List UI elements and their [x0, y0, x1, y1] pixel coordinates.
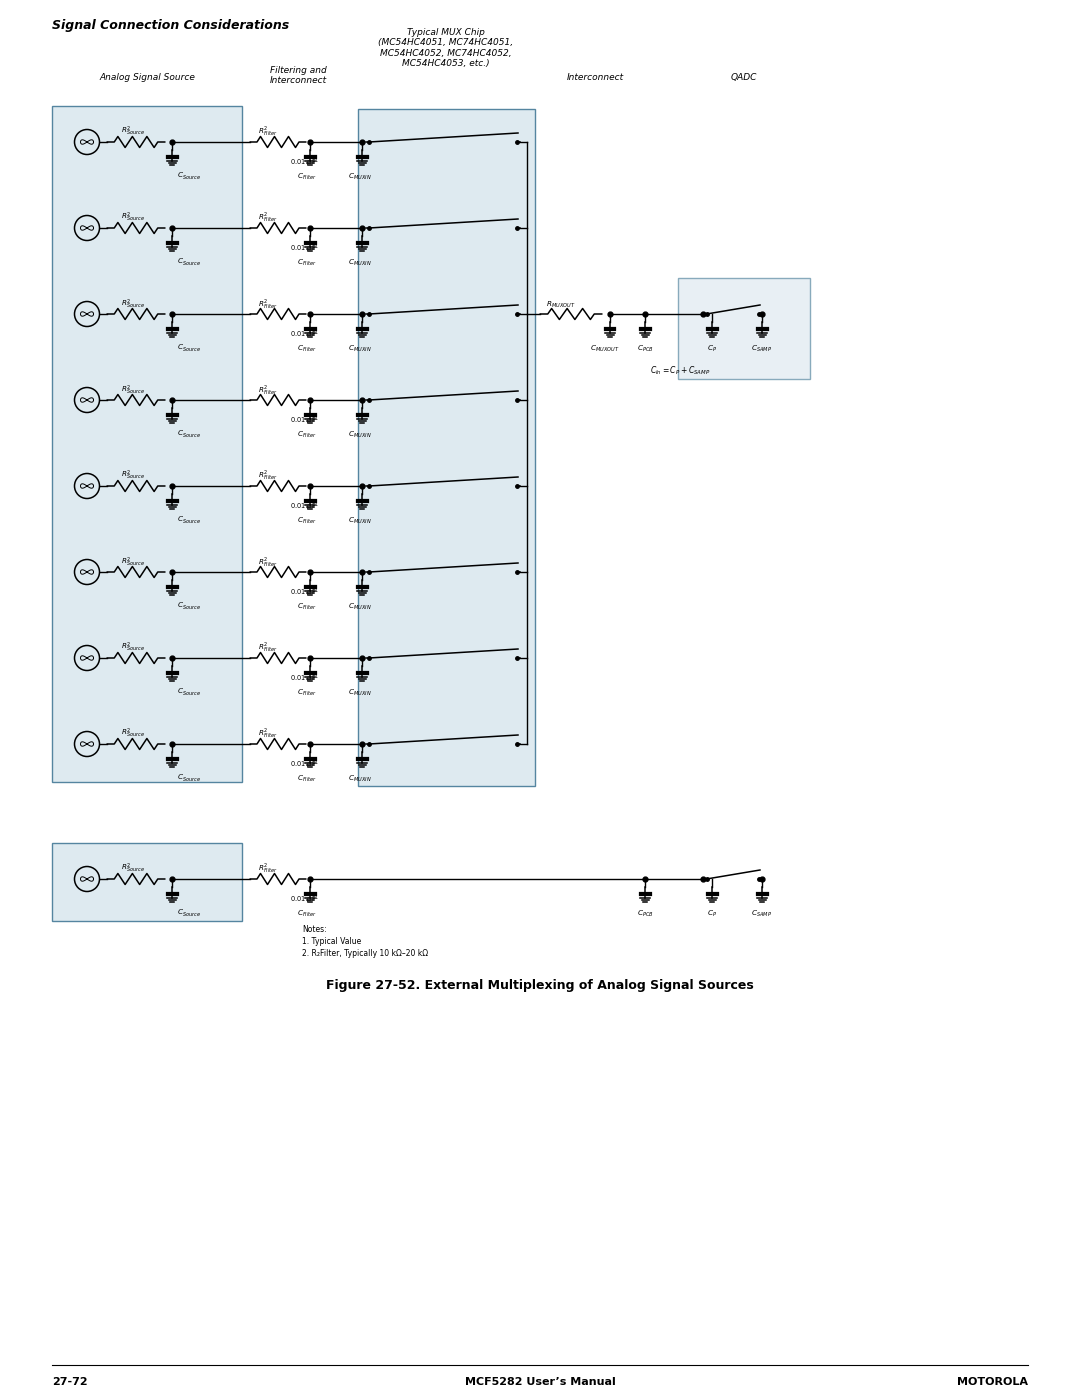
Text: $R_{Filter}^2$: $R_{Filter}^2$ [258, 124, 279, 138]
Text: $C_{In} = C_P + C_{SAMP}$: $C_{In} = C_P + C_{SAMP}$ [650, 365, 711, 377]
Text: $R_{Filter}^2$: $R_{Filter}^2$ [258, 298, 279, 310]
Text: Figure 27-52. External Multiplexing of Analog Signal Sources: Figure 27-52. External Multiplexing of A… [326, 979, 754, 992]
FancyBboxPatch shape [52, 842, 242, 921]
Text: MCF5282 User’s Manual: MCF5282 User’s Manual [464, 1377, 616, 1387]
Text: 2. R₂Filter, Typically 10 kΩ–20 kΩ: 2. R₂Filter, Typically 10 kΩ–20 kΩ [302, 949, 428, 958]
Text: $C_{Source}^{\,}$: $C_{Source}^{\,}$ [177, 427, 201, 439]
Text: $R_{Source}^2$: $R_{Source}^2$ [121, 298, 146, 310]
Text: $R_{Source}^2$: $R_{Source}^2$ [121, 126, 146, 138]
Text: $R_{Filter}^2$: $R_{Filter}^2$ [258, 383, 279, 397]
Text: $C_{MUXIN}$: $C_{MUXIN}$ [348, 687, 372, 698]
Text: 27-72: 27-72 [52, 1377, 87, 1387]
Text: $C_{Source}^{\,}$: $C_{Source}^{\,}$ [177, 256, 201, 267]
Text: Filtering and
Interconnect: Filtering and Interconnect [269, 66, 326, 85]
Text: $C_{Filter}$: $C_{Filter}$ [297, 687, 318, 698]
Text: 1. Typical Value: 1. Typical Value [302, 937, 361, 946]
Text: $C_{SAMP}$: $C_{SAMP}$ [752, 344, 772, 355]
Text: $R_{Source}^2$: $R_{Source}^2$ [121, 728, 146, 740]
Text: $C_{Filter}$: $C_{Filter}$ [297, 172, 318, 182]
FancyBboxPatch shape [678, 278, 810, 379]
Text: $C_{Source}^{\,}$: $C_{Source}^{\,}$ [177, 514, 201, 525]
Text: $C_{MUXIN}$: $C_{MUXIN}$ [348, 258, 372, 268]
Text: 0.01 $\mu$F$^1$: 0.01 $\mu$F$^1$ [291, 587, 320, 599]
Text: Signal Connection Considerations: Signal Connection Considerations [52, 20, 289, 32]
Text: $R_{Source}^2$: $R_{Source}^2$ [121, 555, 146, 569]
Text: Interconnect: Interconnect [566, 73, 623, 82]
Text: $C_{Filter}$: $C_{Filter}$ [297, 774, 318, 784]
Text: $R_{Source}^2$: $R_{Source}^2$ [121, 383, 146, 397]
FancyBboxPatch shape [357, 109, 535, 787]
Text: $C_{MUXIN}$: $C_{MUXIN}$ [348, 344, 372, 355]
Text: $C_{Source}^{\,}$: $C_{Source}^{\,}$ [177, 773, 201, 782]
Text: $C_{Filter}$: $C_{Filter}$ [297, 602, 318, 612]
Text: $C_{MUXIN}$: $C_{MUXIN}$ [348, 774, 372, 784]
Text: $R_{Filter}^2$: $R_{Filter}^2$ [258, 555, 279, 569]
Text: $C_{Source}^{\,}$: $C_{Source}^{\,}$ [177, 686, 201, 697]
Text: $R_{Source}^2$: $R_{Source}^2$ [121, 211, 146, 225]
Text: $R_{Filter}^2$: $R_{Filter}^2$ [258, 726, 279, 740]
Text: $C_{Filter}$: $C_{Filter}$ [297, 430, 318, 440]
Text: $C_{Filter}$: $C_{Filter}$ [297, 909, 318, 919]
Text: $R_{Filter}^2$: $R_{Filter}^2$ [258, 641, 279, 655]
Text: $C_{Filter}$: $C_{Filter}$ [297, 515, 318, 527]
Text: $C_{Filter}$: $C_{Filter}$ [297, 258, 318, 268]
Text: $C_{Source}^{\,}$: $C_{Source}^{\,}$ [177, 907, 201, 918]
Text: $C_{MUXOUT}$: $C_{MUXOUT}$ [590, 344, 620, 355]
Text: $R_{Filter}^2$: $R_{Filter}^2$ [258, 469, 279, 482]
Text: 0.01 $\mu$F$^1$: 0.01 $\mu$F$^1$ [291, 156, 320, 169]
Text: $R_{Filter}^2$: $R_{Filter}^2$ [258, 862, 279, 876]
Text: $R_{Source}^2$: $R_{Source}^2$ [121, 641, 146, 655]
Text: 0.01 $\mu$F$^1$: 0.01 $\mu$F$^1$ [291, 759, 320, 771]
FancyBboxPatch shape [52, 106, 242, 782]
Text: $C_P$: $C_P$ [707, 344, 717, 355]
Text: $C_{MUXIN}$: $C_{MUXIN}$ [348, 172, 372, 182]
Text: $C_{MUXIN}$: $C_{MUXIN}$ [348, 430, 372, 440]
Text: 0.01 $\mu$F$^1$: 0.01 $\mu$F$^1$ [291, 415, 320, 427]
Text: $C_{Source}^{\,}$: $C_{Source}^{\,}$ [177, 599, 201, 610]
Text: $C_{MUXIN}$: $C_{MUXIN}$ [348, 602, 372, 612]
Text: 0.01 $\mu$F$^1$: 0.01 $\mu$F$^1$ [291, 243, 320, 256]
Text: Notes:: Notes: [302, 925, 326, 935]
Text: 0.01 $\mu$F$^1$: 0.01 $\mu$F$^1$ [291, 502, 320, 513]
Text: QADC: QADC [731, 73, 757, 82]
Text: 0.01 $\mu$F$^1$: 0.01 $\mu$F$^1$ [291, 673, 320, 686]
Text: Typical MUX Chip
(MC54HC4051, MC74HC4051,
MC54HC4052, MC74HC4052,
MC54HC4053, et: Typical MUX Chip (MC54HC4051, MC74HC4051… [378, 28, 514, 68]
Text: $C_{PCB}$: $C_{PCB}$ [636, 344, 653, 355]
Text: $R_{Source}^2$: $R_{Source}^2$ [121, 862, 146, 876]
Text: $C_P$: $C_P$ [707, 909, 717, 919]
Text: $C_{MUXIN}$: $C_{MUXIN}$ [348, 515, 372, 527]
Text: $C_{PCB}$: $C_{PCB}$ [636, 909, 653, 919]
Text: Analog Signal Source: Analog Signal Source [99, 73, 194, 82]
Text: $C_{Source}^{\,}$: $C_{Source}^{\,}$ [177, 170, 201, 182]
Text: $R_{Source}^2$: $R_{Source}^2$ [121, 469, 146, 482]
Text: 0.01 $\mu$F$^1$: 0.01 $\mu$F$^1$ [291, 330, 320, 341]
Text: $R_{Filter}^2$: $R_{Filter}^2$ [258, 211, 279, 225]
Text: $C_{SAMP}$: $C_{SAMP}$ [752, 909, 772, 919]
Text: 0.01 $\mu$F$^1$: 0.01 $\mu$F$^1$ [291, 894, 320, 907]
Text: $R_{MUXOUT}$: $R_{MUXOUT}$ [546, 300, 576, 310]
Text: MOTOROLA: MOTOROLA [957, 1377, 1028, 1387]
Text: $C_{Filter}$: $C_{Filter}$ [297, 344, 318, 355]
Text: $C_{Source}^{\,}$: $C_{Source}^{\,}$ [177, 342, 201, 353]
